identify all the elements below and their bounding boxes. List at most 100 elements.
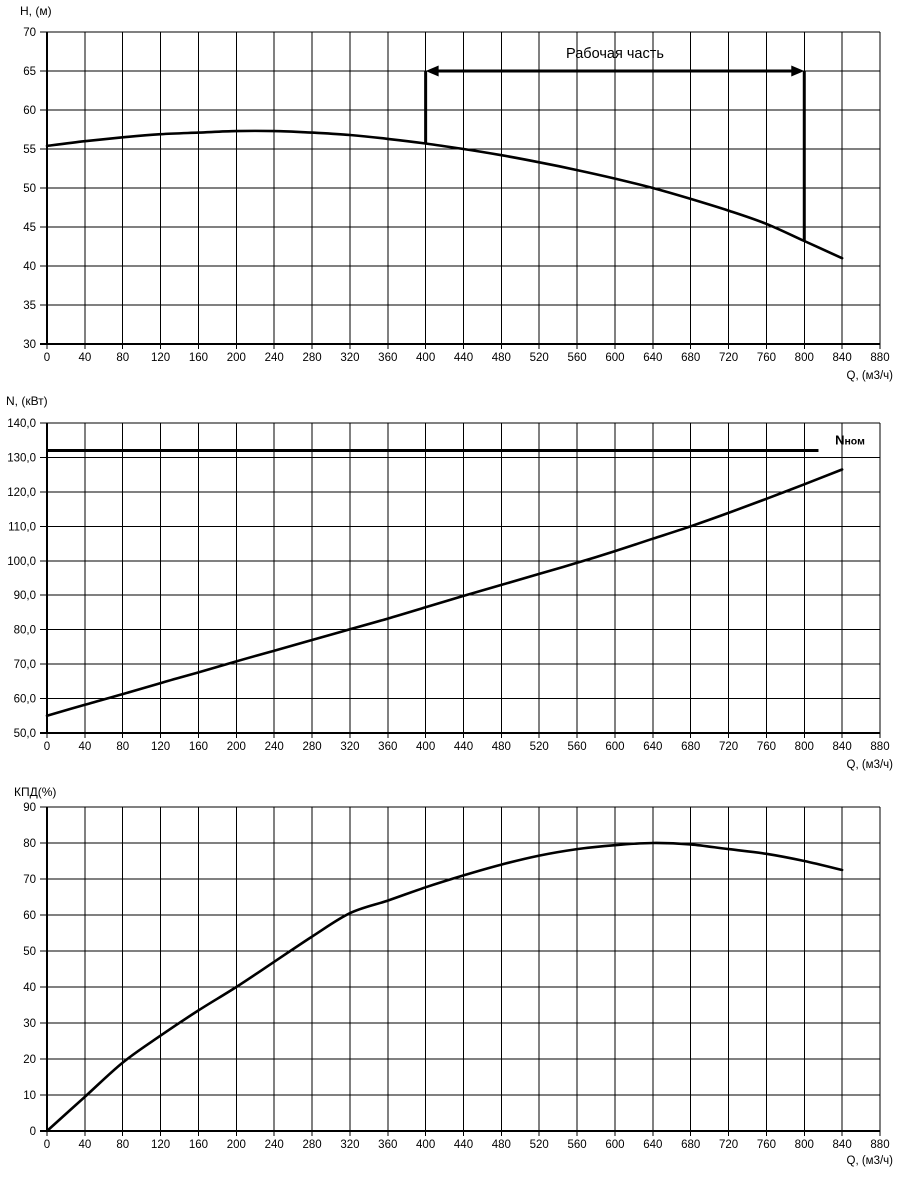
x-tick-label: 280 — [302, 741, 321, 753]
x-tick-label: 520 — [530, 1139, 549, 1151]
x-axis-title: Q, (м3/ч) — [847, 759, 894, 771]
y-tick-label: 0 — [30, 1126, 36, 1138]
x-tick-label: 720 — [719, 352, 738, 364]
x-tick-label: 600 — [605, 352, 624, 364]
x-tick-label: 200 — [227, 741, 246, 753]
y-tick-label: 45 — [23, 222, 36, 234]
y-tick-label: 55 — [23, 144, 36, 156]
working-range-annotation: Рабочая часть — [424, 46, 806, 242]
x-tick-label: 800 — [795, 1139, 814, 1151]
arrow-right-icon — [791, 65, 805, 77]
y-tick-label: 60 — [23, 105, 36, 117]
grid — [40, 31, 881, 349]
head-flow-chart-svg: 0 40 80 120 160 200 240 280 320 360 400 440 480 520 56… — [20, 4, 894, 382]
head-flow-chart-curve — [45, 129, 844, 260]
y-tick-label: 80 — [23, 838, 36, 850]
y-tick-label: 50,0 — [14, 728, 36, 740]
x-tick-label: 80 — [116, 741, 129, 753]
x-tick-label: 760 — [757, 1139, 776, 1151]
y-tick-label: 65 — [23, 66, 36, 78]
x-tick-label: 480 — [492, 352, 511, 364]
x-tick-label: 880 — [870, 352, 889, 364]
axes — [40, 807, 880, 1132]
x-tick-label: 360 — [378, 1139, 397, 1151]
tick-labels: 0 40 80 120 160 200 240 280 320 360 400 440 480 520 56… — [7, 418, 889, 753]
x-tick-label: 0 — [44, 1139, 50, 1151]
tick-labels: 0 40 80 120 160 200 240 280 320 360 400 440 480 520 56… — [23, 802, 889, 1151]
x-tick-label: 440 — [454, 741, 473, 753]
y-tick-label: 110,0 — [8, 521, 36, 533]
x-tick-label: 200 — [227, 1139, 246, 1151]
x-tick-label: 120 — [151, 1139, 170, 1151]
x-tick-label: 400 — [416, 1139, 435, 1151]
x-tick-label: 680 — [681, 741, 700, 753]
y-tick-label: 100,0 — [7, 556, 36, 568]
nominal-power-label: Nном — [835, 433, 865, 448]
x-tick-label: 560 — [567, 1139, 586, 1151]
x-tick-label: 640 — [643, 741, 662, 753]
x-tick-label: 720 — [719, 741, 738, 753]
x-tick-label: 640 — [643, 352, 662, 364]
x-tick-label: 0 — [44, 741, 50, 753]
x-tick-label: 40 — [78, 1139, 91, 1151]
x-tick-label: 360 — [378, 741, 397, 753]
y-tick-label: 70,0 — [14, 659, 36, 671]
y-tick-label: 30 — [23, 1018, 36, 1030]
x-tick-label: 480 — [492, 741, 511, 753]
x-tick-label: 800 — [795, 352, 814, 364]
x-axis-title: Q, (м3/ч) — [847, 1155, 894, 1167]
x-tick-label: 520 — [530, 741, 549, 753]
x-tick-label: 760 — [757, 352, 776, 364]
x-tick-label: 880 — [870, 741, 889, 753]
x-tick-label: 240 — [265, 741, 284, 753]
y-tick-label: 30 — [23, 339, 36, 351]
x-tick-label: 720 — [719, 1139, 738, 1151]
x-tick-label: 160 — [189, 1139, 208, 1151]
x-tick-label: 440 — [454, 1139, 473, 1151]
x-tick-label: 240 — [265, 1139, 284, 1151]
x-tick-label: 760 — [757, 741, 776, 753]
y-tick-label: 90 — [23, 802, 36, 814]
y-tick-label: 40 — [23, 261, 36, 273]
x-tick-label: 680 — [681, 352, 700, 364]
efficiency-flow-chart: 0 40 80 120 160 200 240 280 320 360 400 440 480 520 56… — [0, 784, 898, 1184]
x-axis-title: Q, (м3/ч) — [847, 370, 894, 382]
x-tick-label: 80 — [116, 1139, 129, 1151]
arrow-left-icon — [425, 65, 439, 77]
x-tick-label: 280 — [302, 1139, 321, 1151]
axes — [40, 423, 880, 734]
efficiency-flow-chart-svg: 0 40 80 120 160 200 240 280 320 360 400 440 480 520 56… — [14, 785, 894, 1167]
x-tick-label: 120 — [151, 352, 170, 364]
power-flow-chart-svg: 0 40 80 120 160 200 240 280 320 360 400 440 480 520 56… — [6, 394, 894, 771]
x-tick-label: 160 — [189, 352, 208, 364]
y-tick-label: 70 — [23, 27, 36, 39]
grid — [40, 422, 881, 738]
power-flow-chart-curve — [45, 468, 844, 718]
x-tick-label: 280 — [302, 352, 321, 364]
y-tick-label: 80,0 — [14, 625, 36, 637]
x-tick-label: 120 — [151, 741, 170, 753]
x-tick-label: 560 — [567, 741, 586, 753]
y-tick-label: 40 — [23, 982, 36, 994]
x-tick-label: 80 — [116, 352, 129, 364]
working-range-label: Рабочая часть — [566, 46, 664, 62]
tick-labels: 0 40 80 120 160 200 240 280 320 360 400 440 480 520 56… — [23, 27, 889, 364]
x-tick-label: 0 — [44, 352, 50, 364]
x-tick-label: 840 — [833, 352, 852, 364]
x-tick-label: 40 — [78, 741, 91, 753]
y-tick-label: 130,0 — [7, 452, 36, 464]
y-tick-label: 140,0 — [7, 418, 36, 430]
y-tick-label: 120,0 — [7, 487, 36, 499]
x-tick-label: 160 — [189, 741, 208, 753]
x-tick-label: 840 — [833, 741, 852, 753]
x-tick-label: 600 — [605, 1139, 624, 1151]
head-flow-chart: 0 40 80 120 160 200 240 280 320 360 400 440 480 520 56… — [0, 0, 898, 392]
y-tick-label: 20 — [23, 1054, 36, 1066]
x-tick-label: 800 — [795, 741, 814, 753]
x-tick-label: 320 — [340, 741, 359, 753]
x-tick-label: 880 — [870, 1139, 889, 1151]
x-tick-label: 400 — [416, 741, 435, 753]
x-tick-label: 840 — [833, 1139, 852, 1151]
y-tick-label: 35 — [23, 300, 36, 312]
